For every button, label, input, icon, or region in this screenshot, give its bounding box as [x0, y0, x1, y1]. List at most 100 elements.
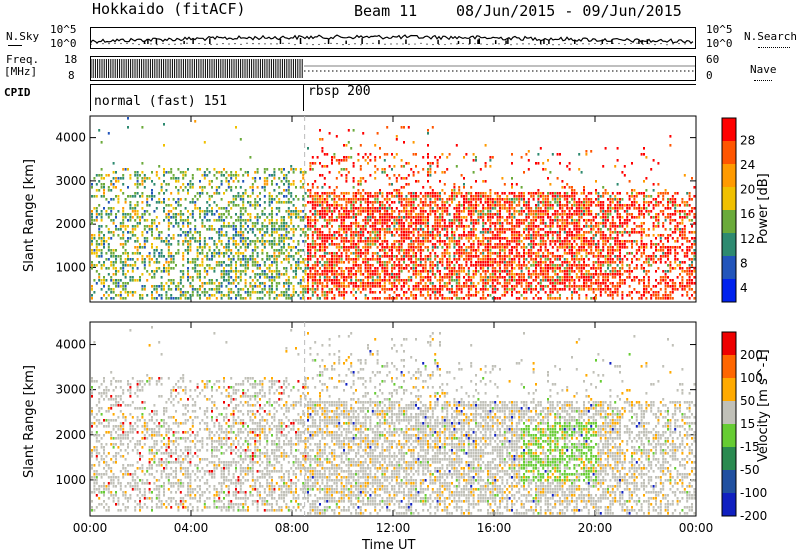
- range-cell: [167, 246, 170, 249]
- range-cell: [535, 219, 537, 222]
- range-cell: [103, 234, 105, 237]
- range-cell: [343, 192, 345, 195]
- range-cell: [91, 219, 93, 222]
- range-cell: [379, 255, 381, 258]
- range-cell: [494, 225, 497, 228]
- range-cell: [415, 288, 417, 291]
- range-cell: [568, 261, 571, 264]
- range-cell: [422, 288, 425, 291]
- range-cell: [338, 228, 341, 231]
- range-cell: [364, 261, 367, 264]
- range-cell: [146, 219, 149, 222]
- range-cell: [259, 291, 261, 294]
- range-cell: [556, 177, 559, 180]
- range-cell: [184, 186, 187, 189]
- range-cell: [107, 231, 110, 234]
- range-cell: [160, 252, 163, 255]
- range-cell: [513, 210, 516, 213]
- range-cell: [316, 234, 319, 237]
- range-cell: [239, 228, 242, 231]
- range-cell: [151, 192, 153, 195]
- range-cell: [170, 288, 173, 291]
- range-cell: [383, 291, 386, 294]
- range-cell: [206, 219, 209, 222]
- range-cell: [225, 171, 228, 174]
- range-cell: [501, 225, 504, 228]
- range-cell: [146, 204, 149, 207]
- range-cell: [398, 276, 401, 279]
- range-cell: [436, 234, 439, 237]
- range-cell: [482, 195, 485, 198]
- range-cell: [530, 195, 533, 198]
- range-cell: [537, 198, 540, 201]
- range-cell: [525, 153, 528, 156]
- range-cell: [158, 192, 161, 195]
- range-cell: [304, 285, 307, 288]
- range-cell: [326, 234, 329, 237]
- range-cell: [335, 237, 338, 240]
- range-cell: [119, 267, 122, 270]
- range-cell: [314, 291, 317, 294]
- range-cell: [328, 261, 331, 264]
- range-cell: [443, 192, 446, 195]
- range-cell: [439, 225, 441, 228]
- range-cell: [259, 198, 261, 201]
- range-cell: [155, 297, 158, 300]
- range-cell: [566, 225, 569, 228]
- range-cell: [314, 180, 317, 183]
- range-cell: [134, 225, 137, 228]
- range-cell: [465, 252, 468, 255]
- range-cell: [470, 237, 473, 240]
- range-cell: [124, 288, 127, 291]
- range-cell: [561, 180, 564, 183]
- range-cell: [479, 195, 482, 198]
- range-cell: [539, 285, 542, 288]
- range-cell: [242, 270, 245, 273]
- range-cell: [251, 249, 254, 252]
- range-cell: [199, 234, 201, 237]
- range-cell: [391, 153, 393, 156]
- range-cell: [127, 270, 129, 273]
- range-cell: [266, 183, 269, 186]
- range-cell: [314, 216, 317, 219]
- range-cell: [227, 240, 230, 243]
- range-cell: [559, 255, 561, 258]
- range-cell: [482, 213, 485, 216]
- range-cell: [367, 222, 369, 225]
- range-cell: [542, 237, 545, 240]
- range-cell: [580, 237, 583, 240]
- range-cell: [335, 264, 338, 267]
- range-cell: [335, 231, 338, 234]
- range-cell: [345, 213, 348, 216]
- range-cell: [93, 219, 96, 222]
- range-cell: [403, 207, 405, 210]
- range-cell: [523, 291, 525, 294]
- range-cell: [91, 213, 93, 216]
- range-cell: [263, 234, 266, 237]
- range-cell: [175, 213, 177, 216]
- range-cell: [386, 264, 389, 267]
- range-cell: [515, 231, 518, 234]
- range-cell: [451, 198, 453, 201]
- range-cell: [412, 228, 415, 231]
- range-cell: [530, 234, 533, 237]
- range-cell: [338, 231, 341, 234]
- range-cell: [386, 198, 389, 201]
- range-cell: [542, 255, 545, 258]
- range-cell: [302, 279, 305, 282]
- range-cell: [429, 261, 432, 264]
- range-cell: [436, 255, 439, 258]
- range-cell: [405, 231, 408, 234]
- range-cell: [141, 201, 144, 204]
- range-cell: [148, 273, 151, 276]
- range-cell: [213, 168, 216, 171]
- range-cell: [369, 174, 372, 177]
- range-cell: [434, 243, 437, 246]
- range-cell: [95, 174, 98, 177]
- range-cell: [496, 252, 499, 255]
- range-cell: [407, 252, 410, 255]
- range-cell: [547, 177, 549, 180]
- range-cell: [122, 168, 125, 171]
- range-cell: [124, 297, 127, 300]
- range-cell: [338, 273, 341, 276]
